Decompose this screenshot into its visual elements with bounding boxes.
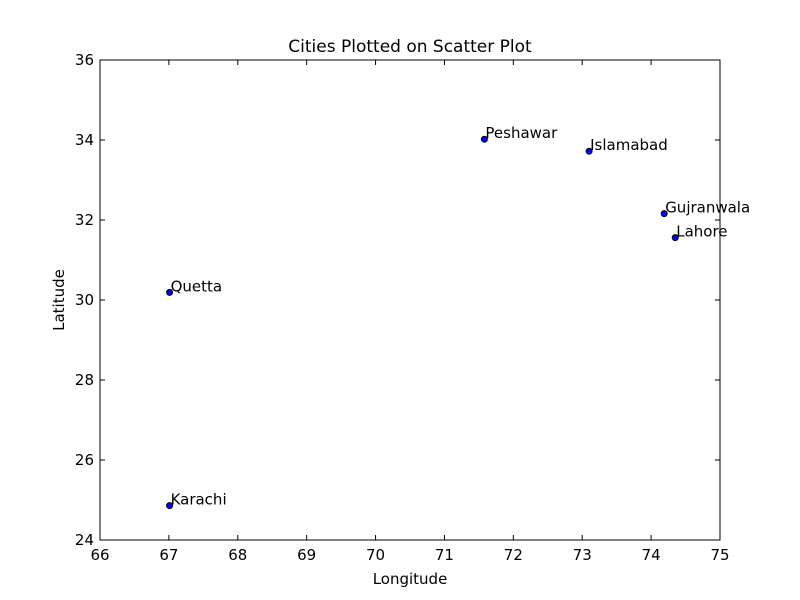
chart-title: Cities Plotted on Scatter Plot — [288, 37, 532, 57]
x-tick-label: 66 — [90, 546, 109, 564]
point-label: Lahore — [676, 223, 727, 241]
data-point — [660, 210, 668, 218]
x-axis: 66 67 68 69 70 71 72 73 74 75 — [90, 60, 730, 564]
y-tick-label: 36 — [75, 51, 94, 69]
x-axis-label: Longitude — [373, 570, 448, 588]
x-tick-label: 74 — [642, 546, 661, 564]
x-tick-label: 69 — [297, 546, 316, 564]
x-tick-label: 72 — [504, 546, 523, 564]
x-tick-label: 67 — [159, 546, 178, 564]
y-tick-label: 32 — [75, 211, 94, 229]
x-tick-label: 71 — [435, 546, 454, 564]
x-tick-label: 73 — [573, 546, 592, 564]
data-points: Peshawar Islamabad Gujranwala Lahore Quetta K… — [166, 124, 750, 510]
point-label: Islamabad — [590, 136, 668, 154]
data-point — [480, 135, 488, 143]
point-label: Peshawar — [485, 124, 558, 142]
data-point — [166, 502, 174, 510]
point-label: Karachi — [171, 491, 227, 509]
data-point — [671, 234, 679, 242]
plot-frame — [99, 59, 721, 541]
y-axis: 24 26 28 30 32 34 36 — [75, 51, 720, 549]
data-point — [166, 288, 174, 296]
x-tick-label: 75 — [710, 546, 729, 564]
point-label: Gujranwala — [665, 199, 750, 217]
y-tick-label: 26 — [75, 451, 94, 469]
y-tick-label: 30 — [75, 291, 94, 309]
y-tick-label: 24 — [75, 531, 94, 549]
x-tick-label: 70 — [366, 546, 385, 564]
x-tick-label: 68 — [228, 546, 247, 564]
point-label: Quetta — [171, 277, 223, 295]
y-axis-label: Latitude — [50, 269, 68, 331]
y-tick-label: 34 — [75, 131, 94, 149]
y-tick-label: 28 — [75, 371, 94, 389]
data-point — [585, 147, 593, 155]
